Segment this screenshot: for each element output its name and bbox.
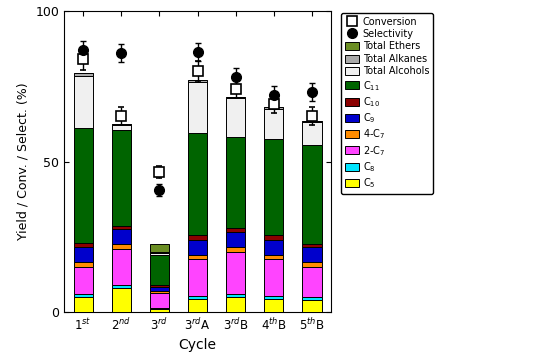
Bar xyxy=(74,248,93,262)
Bar xyxy=(150,291,169,293)
Bar xyxy=(74,73,93,76)
Bar xyxy=(264,109,284,139)
Bar xyxy=(188,133,207,235)
Bar xyxy=(302,244,321,248)
Bar xyxy=(264,295,284,299)
Bar xyxy=(188,80,207,82)
Bar xyxy=(150,286,169,291)
Bar xyxy=(112,288,131,312)
Bar xyxy=(150,285,169,286)
Bar xyxy=(112,285,131,288)
Bar xyxy=(226,252,245,294)
Bar xyxy=(74,76,93,129)
Bar xyxy=(302,121,321,122)
Bar xyxy=(188,255,207,260)
Bar xyxy=(302,267,321,297)
Bar xyxy=(150,293,169,308)
Bar xyxy=(188,240,207,255)
Bar xyxy=(302,297,321,300)
Bar xyxy=(264,107,284,109)
Bar xyxy=(74,243,93,248)
Bar xyxy=(112,125,131,130)
Bar xyxy=(188,299,207,312)
Bar xyxy=(150,255,169,285)
Bar xyxy=(150,309,169,312)
Bar xyxy=(150,253,169,255)
Bar xyxy=(150,244,169,252)
Bar xyxy=(226,138,245,228)
Bar xyxy=(264,299,284,312)
Bar xyxy=(264,139,284,235)
Bar xyxy=(188,295,207,299)
Legend: Conversion, Selectivity, Total Ethers, Total Alkanes, Total Alcohols, C$_{11}$, : Conversion, Selectivity, Total Ethers, T… xyxy=(341,13,433,194)
Bar xyxy=(302,122,321,145)
Bar xyxy=(112,249,131,285)
Bar xyxy=(302,248,321,262)
Bar xyxy=(150,308,169,309)
Bar xyxy=(112,244,131,249)
Bar xyxy=(74,267,93,294)
Bar xyxy=(150,252,169,253)
Bar xyxy=(112,226,131,229)
Bar xyxy=(112,229,131,244)
Bar xyxy=(264,235,284,240)
Bar xyxy=(264,255,284,260)
Bar xyxy=(226,232,245,248)
Y-axis label: Yield / Conv. / Select. (%): Yield / Conv. / Select. (%) xyxy=(17,83,30,240)
Bar xyxy=(188,82,207,133)
Bar xyxy=(264,240,284,255)
Bar xyxy=(302,300,321,312)
Bar xyxy=(112,130,131,226)
Bar xyxy=(188,235,207,240)
Bar xyxy=(112,124,131,125)
Bar xyxy=(74,129,93,243)
X-axis label: Cycle: Cycle xyxy=(178,338,217,352)
Bar xyxy=(226,228,245,232)
Bar xyxy=(74,297,93,312)
Bar xyxy=(188,260,207,295)
Bar xyxy=(226,248,245,252)
Bar xyxy=(226,98,245,138)
Bar xyxy=(226,294,245,297)
Bar xyxy=(74,262,93,267)
Bar xyxy=(302,262,321,267)
Bar xyxy=(226,97,245,98)
Bar xyxy=(302,145,321,244)
Bar xyxy=(74,294,93,297)
Bar xyxy=(226,297,245,312)
Bar xyxy=(264,260,284,295)
